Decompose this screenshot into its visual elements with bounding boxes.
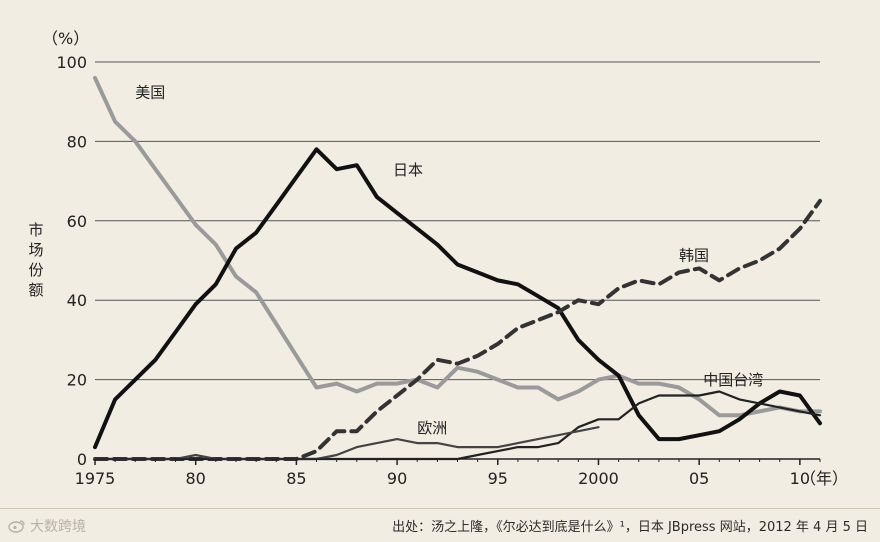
weibo-logo-icon <box>8 520 25 533</box>
market-share-line-chart: 0 20 40 60 80 100 1975 80 85 90 95 2000 05 10 （%） （年） 市场… <box>28 29 848 488</box>
x-tick-label-1985: 85 <box>286 469 306 488</box>
source-note: 出处：汤之上隆，《尔必达到底是什么》¹，日本 JBpress 网站，2012 年… <box>392 520 868 535</box>
x-tick-label-1975: 1975 <box>75 469 116 488</box>
series-line-4 <box>93 426 600 461</box>
x-tick-label-1990: 90 <box>387 469 407 488</box>
series-label-4: 欧洲 <box>417 419 447 437</box>
x-tick-label-2005: 05 <box>689 469 709 488</box>
y-axis-title: 市场份额 <box>28 221 43 299</box>
x-unit-label: （年） <box>800 469 848 488</box>
x-tick-label-2010: 10 <box>790 469 810 488</box>
x-tick-label-1980: 80 <box>186 469 206 488</box>
labels: 0 20 40 60 80 100 1975 80 85 90 95 2000 05 10 （%） （年） 市场… <box>28 29 848 488</box>
series-line-2 <box>93 198 822 461</box>
x-tick-label-1995: 95 <box>488 469 508 488</box>
y-tick-label-100: 100 <box>56 53 87 72</box>
y-tick-label-20: 20 <box>67 371 87 390</box>
y-tick-label-80: 80 <box>67 132 87 151</box>
series-label-0: 美国 <box>135 84 165 102</box>
series-line-1 <box>93 147 822 450</box>
gridlines <box>95 61 820 381</box>
watermark: 大数跨境 <box>8 516 86 536</box>
y-tick-label-0: 0 <box>77 450 87 469</box>
series-label-1: 日本 <box>393 161 423 179</box>
footer: 大数跨境 出处：汤之上隆，《尔必达到底是什么》¹，日本 JBpress 网站，2… <box>0 508 880 542</box>
series-lines <box>93 75 822 461</box>
y-tick-label-40: 40 <box>67 291 87 310</box>
series-line-0 <box>93 75 822 418</box>
y-tick-label-60: 60 <box>67 212 87 231</box>
y-unit-label: （%） <box>42 29 89 48</box>
x-tick-label-2000: 2000 <box>578 469 619 488</box>
series-line-3 <box>93 390 822 461</box>
series-label-2: 韩国 <box>679 247 709 265</box>
watermark-text: 大数跨境 <box>30 519 86 535</box>
series-label-3: 中国台湾 <box>703 371 763 389</box>
axes <box>94 458 821 465</box>
